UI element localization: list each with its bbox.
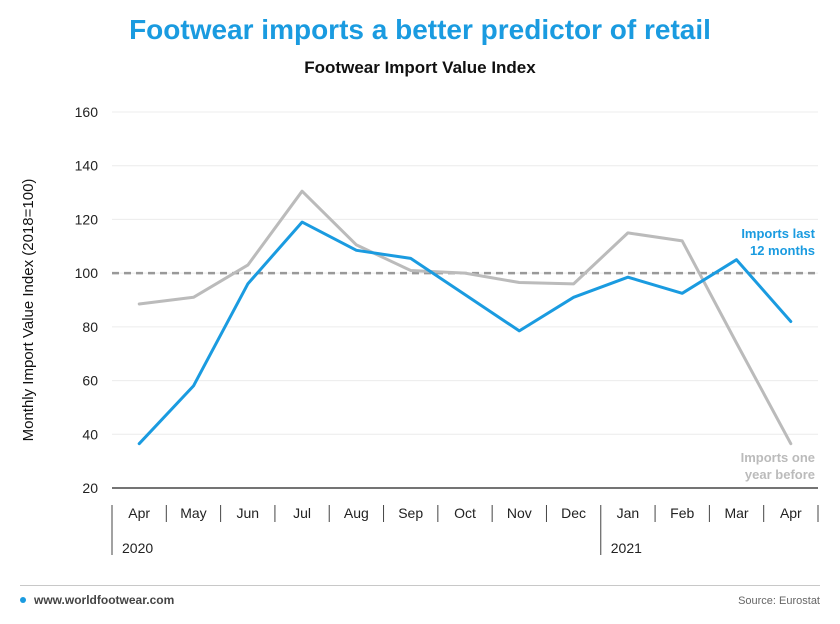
page-title: Footwear imports a better predictor of r… — [129, 14, 711, 45]
footer-divider — [20, 585, 820, 586]
series-label: Imports one — [741, 450, 815, 465]
x-tick-label: Sep — [398, 505, 423, 521]
y-tick-label: 20 — [82, 480, 98, 496]
series-label: Imports last — [741, 226, 815, 241]
y-tick-label: 100 — [75, 265, 99, 281]
x-tick-label: Apr — [780, 505, 802, 521]
y-tick-label: 60 — [82, 373, 98, 389]
y-tick-label: 160 — [75, 104, 99, 120]
series-line-last-12-months — [137, 220, 793, 446]
x-tick-label: Oct — [454, 505, 476, 521]
series-label: year before — [745, 467, 815, 482]
chart-title: Footwear Import Value Index — [304, 58, 536, 77]
x-tick-label: May — [180, 505, 206, 521]
source-note: Source: Eurostat — [738, 595, 820, 607]
x-tick-label: Jun — [236, 505, 259, 521]
year-label: 2021 — [611, 540, 642, 556]
bullet-dot-icon — [20, 597, 26, 603]
series-line-one-year-before — [137, 189, 793, 446]
x-tick-label: Dec — [561, 505, 586, 521]
website-label: www.worldfootwear.com — [34, 593, 175, 607]
y-tick-label: 140 — [75, 158, 99, 174]
x-tick-label: Mar — [724, 505, 748, 521]
x-tick-label: Jan — [617, 505, 640, 521]
line-chart: 20 40 60 80 100 120 140 160 Apr May Jun Jul Aug Sep Oc… — [20, 104, 819, 556]
y-tick-label: 120 — [75, 211, 99, 227]
x-tick-label: Feb — [670, 505, 694, 521]
y-tick-label: 40 — [82, 426, 98, 442]
x-tick-label: Jul — [293, 505, 311, 521]
x-tick-label: Apr — [128, 505, 150, 521]
y-tick-label: 80 — [82, 319, 98, 335]
x-tick-label: Aug — [344, 505, 369, 521]
website-credit: www.worldfootwear.com — [20, 593, 174, 607]
series-label: 12 months — [750, 243, 815, 258]
year-label: 2020 — [122, 540, 153, 556]
y-axis-title: Monthly Import Value Index (2018=100) — [20, 179, 37, 442]
x-tick-label: Nov — [507, 505, 532, 521]
